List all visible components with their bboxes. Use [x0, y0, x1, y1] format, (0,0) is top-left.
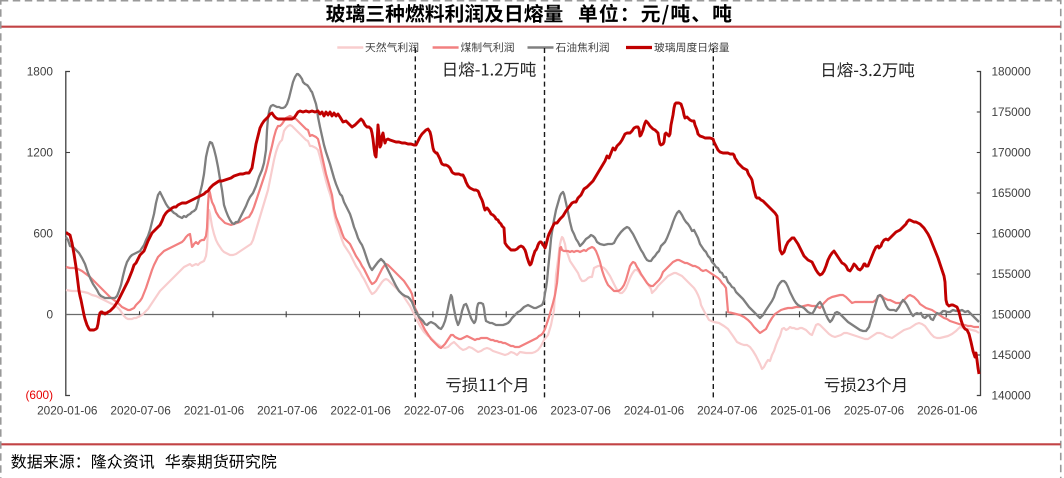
svg-text:2023-07-06: 2023-07-06: [550, 404, 611, 418]
svg-text:2023-01-06: 2023-01-06: [477, 404, 538, 418]
svg-text:2026-01-06: 2026-01-06: [917, 404, 978, 418]
svg-text:155000: 155000: [992, 267, 1032, 281]
svg-text:2025-01-06: 2025-01-06: [770, 404, 831, 418]
svg-text:2020-07-06: 2020-07-06: [110, 404, 171, 418]
svg-text:2022-07-06: 2022-07-06: [404, 404, 465, 418]
svg-text:1200: 1200: [27, 146, 54, 160]
svg-text:1800: 1800: [27, 65, 54, 79]
svg-text:145000: 145000: [992, 348, 1032, 362]
svg-text:140000: 140000: [992, 389, 1032, 403]
svg-text:2021-07-06: 2021-07-06: [257, 404, 318, 418]
svg-text:600: 600: [33, 227, 53, 241]
svg-text:150000: 150000: [992, 308, 1032, 322]
svg-text:0: 0: [46, 308, 53, 322]
svg-text:165000: 165000: [992, 186, 1032, 200]
svg-text:2020-01-06: 2020-01-06: [37, 404, 98, 418]
svg-text:2022-01-06: 2022-01-06: [330, 404, 391, 418]
svg-text:2024-01-06: 2024-01-06: [624, 404, 685, 418]
svg-text:(600): (600): [25, 388, 53, 402]
svg-text:180000: 180000: [992, 65, 1032, 79]
svg-text:2025-07-06: 2025-07-06: [844, 404, 905, 418]
svg-text:170000: 170000: [992, 146, 1032, 160]
svg-text:175000: 175000: [992, 105, 1032, 119]
svg-text:160000: 160000: [992, 227, 1032, 241]
svg-text:2024-07-06: 2024-07-06: [697, 404, 758, 418]
svg-text:2021-01-06: 2021-01-06: [184, 404, 245, 418]
